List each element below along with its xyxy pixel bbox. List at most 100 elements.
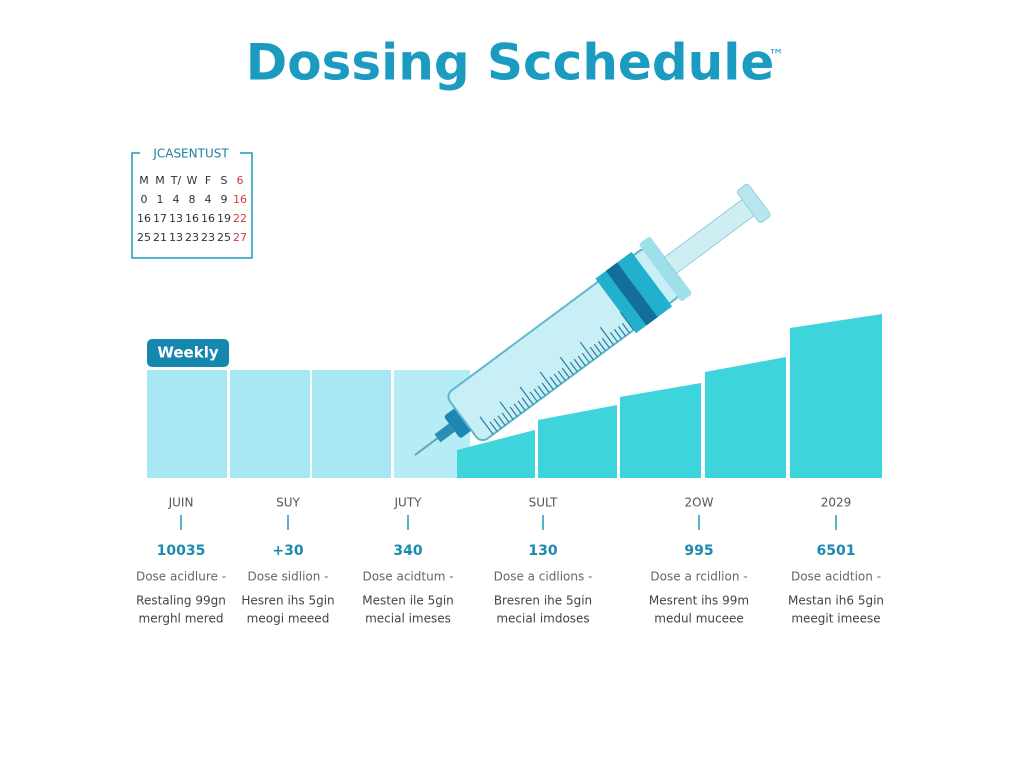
tick [479,416,494,435]
column-line: Restaling 99gn [136,594,226,608]
tick [597,340,606,352]
tick [557,370,566,382]
tick [553,373,562,385]
calendar-frame [131,152,253,259]
tick [617,325,627,337]
column-line: mecial imdoses [496,612,589,626]
badge-bg [147,339,229,367]
step [790,314,882,478]
step [620,383,701,478]
calendar-cell: 16 [137,212,151,225]
column-line: Mestan ih6 5gin [788,594,884,608]
tick [599,326,615,346]
column-value: 130 [528,543,557,559]
calendar-cell: 9 [221,193,228,206]
calendar-cell: 21 [153,231,167,244]
syringe [414,183,771,456]
column-value: 995 [684,543,713,559]
calendar-cell: M [155,174,165,187]
column-value: 340 [393,543,422,559]
tick [601,337,610,349]
calendar-cell: S [221,174,228,187]
calendar-cell: 4 [205,193,212,206]
tick [493,418,502,429]
calendar-cell: 16 [233,193,247,206]
tick [559,356,574,376]
calendar-cell: 19 [217,212,231,225]
calendar-title: JCASENTUST [152,147,229,161]
column-line: meegit imeese [791,612,880,626]
tick [619,312,635,331]
tip [444,407,472,438]
calendar-cell: 27 [233,231,247,244]
column-line: Hesren ihs 5gin [241,594,334,608]
tick [589,346,598,358]
calendar-cell: 13 [169,212,183,225]
calendar-cell: M [139,174,149,187]
column-label: 2029 [821,496,852,510]
calendar-cell: F [205,174,211,187]
tick [489,421,498,432]
calendar-cell: 16 [185,212,199,225]
calendar-cell: 23 [185,231,199,244]
tick [497,415,506,426]
tick [577,355,586,367]
tick [499,401,514,420]
step [457,430,535,478]
tick [541,382,550,393]
tick [569,361,578,373]
trademark: ™ [768,46,784,65]
plunger-head [736,183,771,223]
tick [529,391,538,402]
tick [501,412,510,423]
column-line: Mesten ile 5gin [362,594,454,608]
step [538,405,617,478]
needle-hub [434,423,455,443]
column-label: SUY [276,496,300,510]
tick [509,406,518,417]
calendar-cell: 6 [237,174,244,187]
tick [561,367,570,379]
column-line: Dose a rcidlion - [650,570,747,584]
tick [549,376,558,388]
bar-block [230,370,310,478]
calendar-cell: 4 [173,193,180,206]
plunger [663,197,758,275]
column-line: Mesrent ihs 99m [649,594,749,608]
tick [517,400,526,411]
graduations [479,312,635,435]
bar-block [312,370,391,478]
title: Dossing Scchedule [246,34,775,92]
teal-steps [457,314,882,478]
step [705,357,786,478]
column-line: meogi meeed [247,612,330,626]
column-line: mecial imeses [365,612,451,626]
column-value: 10035 [157,543,206,559]
tick [579,341,594,361]
needle [414,436,440,456]
column-line: Dose sidlion - [248,570,329,584]
column-line: medul muceee [654,612,743,626]
tick [519,386,534,405]
tick [609,331,619,343]
column-line: Dose a cidlions - [494,570,593,584]
calendar-cell: 8 [189,193,196,206]
flange [639,237,692,301]
calendar-cell: 25 [137,231,151,244]
tick [573,358,582,370]
tick [613,328,623,340]
bar-block [147,370,227,478]
column-label: SULT [529,496,558,510]
tick [539,371,554,391]
tick [537,385,546,396]
calendar-cell: 25 [217,231,231,244]
calendar-cell: 13 [169,231,183,244]
tick [581,352,590,364]
tick [621,323,631,334]
column-line: Dose acidtum - [362,570,453,584]
column-label: 2OW [685,496,714,510]
column-label: JUIN [168,496,194,510]
column-label: JUTY [394,496,423,510]
